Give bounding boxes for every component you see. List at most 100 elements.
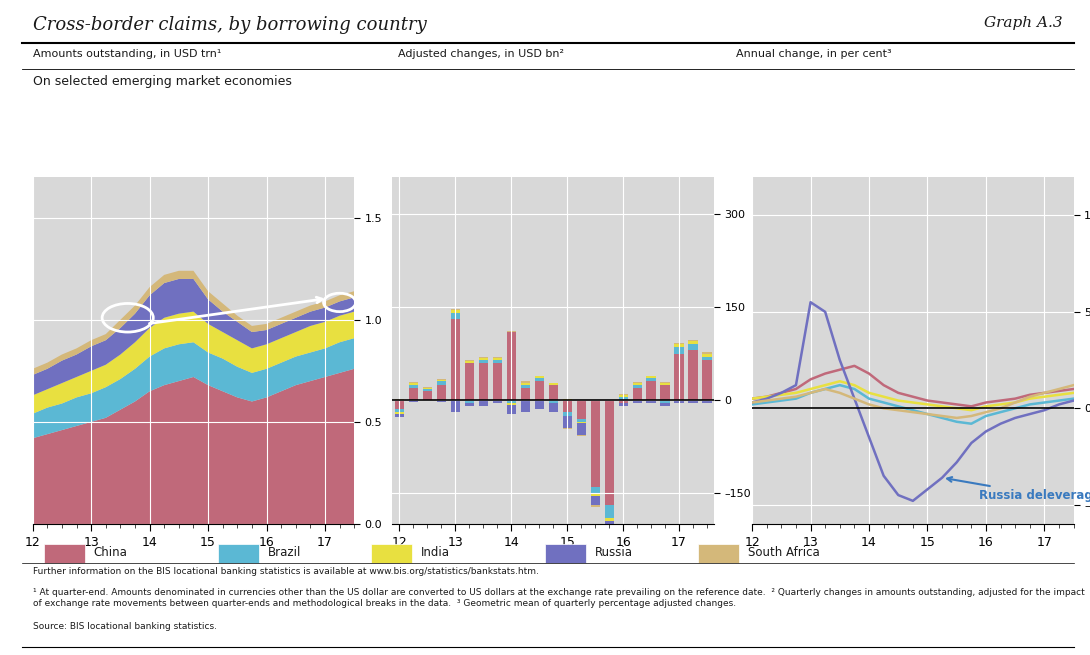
- Bar: [675, 345, 683, 347]
- Text: Source: BIS locational banking statistics.: Source: BIS locational banking statistic…: [33, 622, 217, 631]
- Bar: [591, 506, 600, 507]
- Text: China: China: [94, 546, 128, 559]
- Bar: [689, 341, 698, 345]
- Text: ¹ At quarter-end. Amounts denominated in currencies other than the US dollar are: ¹ At quarter-end. Amounts denominated in…: [33, 588, 1085, 608]
- Bar: [395, 414, 404, 417]
- Text: Cross-border claims, by borrowing country: Cross-border claims, by borrowing countr…: [33, 16, 426, 34]
- Bar: [395, 409, 404, 413]
- Bar: [451, 309, 460, 310]
- Bar: [548, 384, 558, 400]
- Bar: [702, 352, 712, 354]
- Bar: [605, 527, 614, 529]
- Bar: [437, 384, 446, 400]
- Bar: [451, 320, 460, 400]
- Bar: [409, 400, 417, 402]
- Bar: [535, 377, 544, 379]
- Bar: [423, 389, 432, 391]
- Bar: [675, 354, 683, 400]
- Text: Brazil: Brazil: [268, 546, 302, 559]
- Bar: [618, 395, 628, 397]
- Bar: [661, 403, 669, 406]
- Bar: [548, 403, 558, 413]
- Bar: [605, 518, 614, 521]
- Bar: [562, 415, 571, 428]
- Bar: [521, 388, 530, 400]
- Bar: [423, 388, 432, 389]
- Bar: [479, 363, 488, 400]
- Bar: [535, 400, 544, 409]
- Bar: [618, 400, 628, 403]
- Bar: [535, 379, 544, 381]
- Bar: [423, 391, 432, 400]
- Bar: [493, 363, 501, 400]
- Bar: [548, 400, 558, 403]
- Bar: [451, 313, 460, 320]
- Bar: [507, 400, 516, 403]
- Bar: [577, 419, 585, 422]
- Bar: [521, 400, 530, 413]
- Bar: [409, 383, 417, 384]
- Text: South Africa: South Africa: [748, 546, 820, 559]
- Bar: [479, 358, 488, 360]
- Bar: [451, 310, 460, 313]
- Text: Adjusted changes, in USD bn²: Adjusted changes, in USD bn²: [398, 49, 564, 59]
- Bar: [395, 413, 404, 414]
- Bar: [423, 400, 432, 402]
- Bar: [675, 347, 683, 354]
- Bar: [689, 340, 698, 341]
- Bar: [535, 381, 544, 400]
- Bar: [521, 381, 530, 383]
- Bar: [493, 358, 501, 360]
- Bar: [605, 400, 614, 506]
- Bar: [507, 403, 516, 405]
- Bar: [521, 383, 530, 384]
- Bar: [675, 343, 683, 345]
- Bar: [464, 363, 474, 400]
- Bar: [507, 332, 516, 400]
- Bar: [605, 506, 614, 518]
- Bar: [646, 379, 655, 381]
- Text: Russia deleveraging: Russia deleveraging: [947, 477, 1090, 502]
- Bar: [464, 403, 474, 406]
- Bar: [464, 361, 474, 363]
- Bar: [632, 388, 642, 400]
- Bar: [577, 422, 585, 423]
- Bar: [395, 400, 404, 409]
- Bar: [493, 356, 501, 358]
- Bar: [632, 384, 642, 388]
- Bar: [591, 400, 600, 487]
- Bar: [479, 360, 488, 363]
- Bar: [591, 487, 600, 493]
- Bar: [577, 400, 585, 419]
- Bar: [689, 350, 698, 400]
- Bar: [646, 400, 655, 403]
- Bar: [451, 400, 460, 413]
- Text: Graph A.3: Graph A.3: [984, 16, 1063, 30]
- Text: Russia: Russia: [595, 546, 633, 559]
- Bar: [562, 400, 571, 413]
- Text: Amounts outstanding, in USD trn¹: Amounts outstanding, in USD trn¹: [33, 49, 221, 59]
- Bar: [464, 400, 474, 403]
- Bar: [689, 345, 698, 350]
- Bar: [507, 405, 516, 414]
- Bar: [591, 493, 600, 496]
- Bar: [632, 383, 642, 384]
- Bar: [632, 400, 642, 403]
- Bar: [577, 423, 585, 436]
- Bar: [479, 400, 488, 406]
- Bar: [702, 360, 712, 400]
- Text: On selected emerging market economies: On selected emerging market economies: [33, 75, 292, 88]
- Bar: [548, 383, 558, 384]
- Bar: [618, 403, 628, 406]
- Bar: [702, 356, 712, 360]
- Text: India: India: [421, 546, 450, 559]
- Bar: [591, 496, 600, 506]
- Bar: [437, 381, 446, 384]
- Bar: [646, 377, 655, 379]
- Bar: [605, 521, 614, 527]
- Bar: [689, 400, 698, 403]
- Bar: [493, 360, 501, 363]
- Bar: [646, 381, 655, 400]
- Bar: [661, 400, 669, 403]
- Bar: [702, 354, 712, 356]
